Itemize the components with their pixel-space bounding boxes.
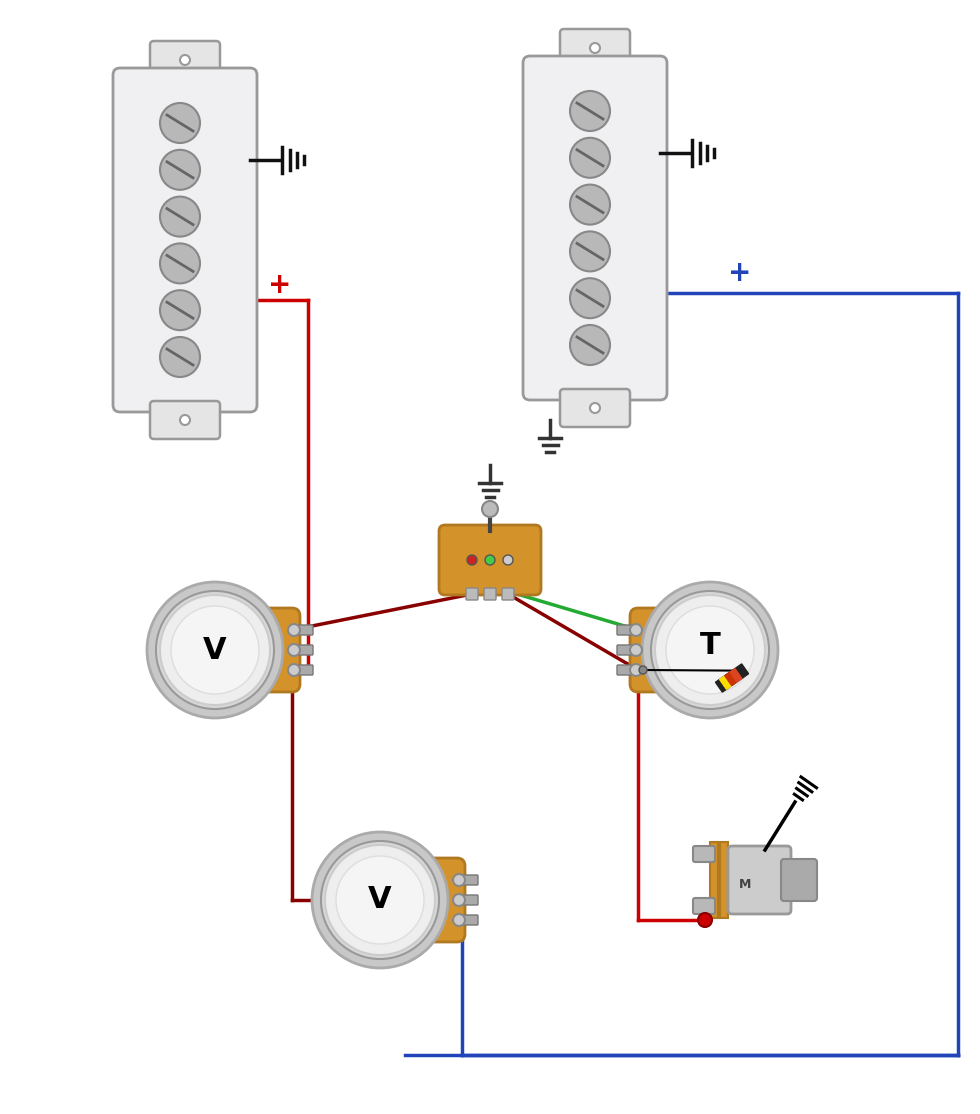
Circle shape [590,403,600,413]
Circle shape [570,278,610,319]
Text: +: + [728,258,752,287]
Circle shape [630,664,642,676]
Circle shape [325,846,435,955]
FancyBboxPatch shape [617,645,633,655]
Circle shape [570,138,610,178]
Circle shape [570,325,610,365]
FancyBboxPatch shape [297,625,313,635]
Circle shape [655,595,765,705]
Circle shape [666,606,754,694]
Circle shape [160,149,200,189]
FancyBboxPatch shape [617,665,633,675]
Circle shape [156,592,274,709]
Circle shape [453,874,465,886]
Circle shape [453,895,465,906]
Circle shape [570,185,610,225]
Bar [720,842,728,918]
FancyBboxPatch shape [630,608,718,692]
Polygon shape [725,672,737,685]
FancyBboxPatch shape [113,68,257,412]
Polygon shape [715,664,749,692]
FancyBboxPatch shape [297,665,313,675]
Circle shape [171,606,259,694]
Text: T: T [700,631,720,659]
Circle shape [590,43,600,53]
Circle shape [570,91,610,131]
FancyBboxPatch shape [502,588,514,600]
Circle shape [639,666,647,674]
Circle shape [180,55,190,65]
Circle shape [651,592,769,709]
Circle shape [160,338,200,377]
Bar [710,842,718,918]
Circle shape [180,416,190,426]
Circle shape [160,102,200,143]
Circle shape [160,196,200,236]
Text: V: V [203,635,226,664]
Circle shape [336,856,424,944]
FancyBboxPatch shape [617,625,633,635]
Polygon shape [730,668,742,682]
Circle shape [321,841,439,959]
Circle shape [160,291,200,330]
Text: V: V [368,886,392,915]
FancyBboxPatch shape [466,588,478,600]
FancyBboxPatch shape [462,915,478,925]
Circle shape [288,624,300,636]
Circle shape [482,501,498,517]
FancyBboxPatch shape [150,41,220,79]
Circle shape [288,644,300,656]
Circle shape [642,582,778,719]
FancyBboxPatch shape [462,874,478,885]
FancyBboxPatch shape [781,859,817,901]
Circle shape [160,243,200,283]
Circle shape [312,832,448,968]
FancyBboxPatch shape [693,846,715,862]
FancyBboxPatch shape [560,29,630,67]
Circle shape [288,664,300,676]
FancyBboxPatch shape [693,898,715,913]
FancyBboxPatch shape [728,846,791,913]
FancyBboxPatch shape [150,401,220,439]
FancyBboxPatch shape [484,588,496,600]
Circle shape [485,555,495,565]
Circle shape [160,595,270,705]
FancyBboxPatch shape [212,608,300,692]
FancyBboxPatch shape [377,858,465,942]
Circle shape [698,913,712,927]
Text: +: + [269,271,292,299]
FancyBboxPatch shape [439,525,541,595]
FancyBboxPatch shape [462,895,478,905]
Circle shape [630,644,642,656]
Circle shape [630,624,642,636]
Circle shape [570,232,610,272]
Circle shape [147,582,283,719]
Circle shape [467,555,477,565]
Circle shape [503,555,513,565]
Text: M: M [739,879,752,891]
Circle shape [453,913,465,926]
FancyBboxPatch shape [297,645,313,655]
FancyBboxPatch shape [560,389,630,427]
Polygon shape [719,676,731,690]
FancyBboxPatch shape [523,56,667,400]
